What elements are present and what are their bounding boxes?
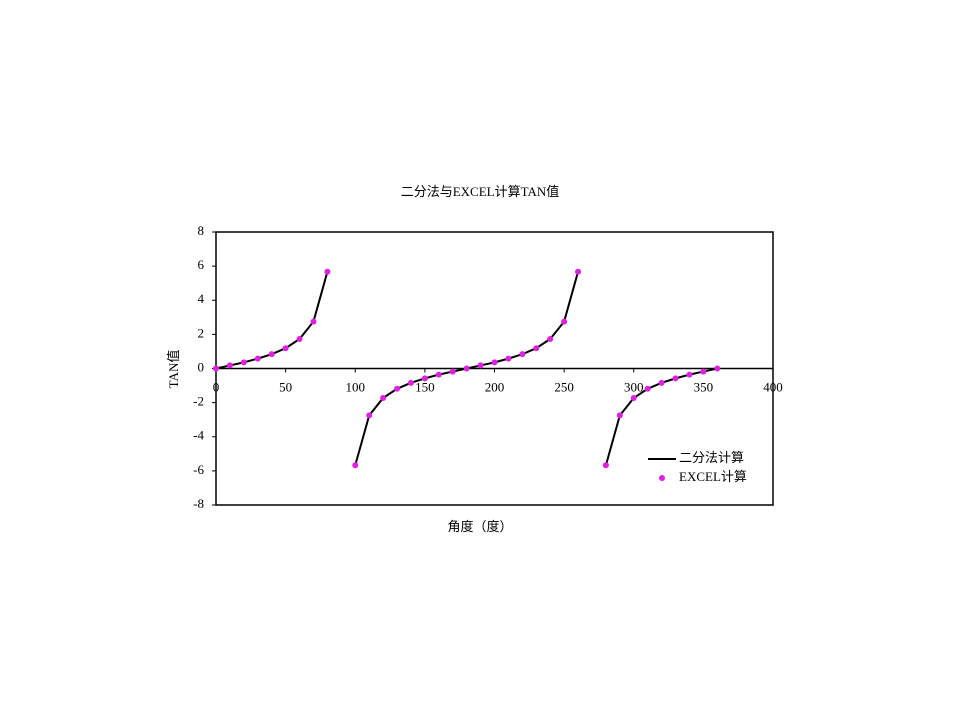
data-point [394, 385, 401, 392]
y-tick-label: 4 [198, 291, 205, 306]
data-point [561, 318, 568, 325]
data-point [449, 368, 456, 375]
y-tick-label: -4 [193, 428, 204, 443]
data-point [226, 362, 233, 369]
data-point [700, 368, 707, 375]
data-point [366, 412, 373, 419]
x-tick-label: 350 [694, 379, 714, 394]
data-point [435, 371, 442, 378]
x-tick-label: 400 [763, 379, 783, 394]
y-tick-label: 8 [198, 223, 205, 238]
data-point [602, 462, 609, 469]
data-point [352, 462, 359, 469]
data-point [282, 345, 289, 352]
data-point [240, 359, 247, 366]
data-point [644, 385, 651, 392]
data-point [575, 268, 582, 275]
data-point [296, 335, 303, 342]
data-point [672, 375, 679, 382]
data-point [616, 412, 623, 419]
legend-marker [659, 475, 665, 481]
data-point [254, 355, 261, 362]
data-point [505, 355, 512, 362]
data-point [380, 395, 387, 402]
data-point [519, 351, 526, 358]
x-tick-label: 300 [624, 379, 644, 394]
y-axis-label: TAN值 [166, 350, 181, 389]
y-tick-label: -2 [193, 394, 204, 409]
y-tick-label: -8 [193, 496, 204, 511]
data-point [533, 345, 540, 352]
data-point [463, 365, 470, 372]
legend-label: 二分法计算 [679, 450, 744, 465]
x-tick-label: 150 [415, 379, 435, 394]
data-point [477, 362, 484, 369]
y-tick-label: 6 [198, 257, 205, 272]
data-point [491, 359, 498, 366]
y-tick-label: -6 [193, 462, 204, 477]
y-tick-label: 2 [198, 325, 205, 340]
data-point [268, 351, 275, 358]
data-point [686, 371, 693, 378]
data-point [324, 268, 331, 275]
data-point [547, 335, 554, 342]
x-tick-label: 50 [279, 379, 292, 394]
x-tick-label: 250 [554, 379, 574, 394]
x-tick-label: 200 [485, 379, 505, 394]
data-point [421, 375, 428, 382]
data-point [714, 365, 721, 372]
y-tick-label: 0 [198, 359, 205, 374]
chart-title: 二分法与EXCEL计算TAN值 [401, 184, 560, 199]
x-tick-label: 100 [346, 379, 366, 394]
data-point [310, 318, 317, 325]
data-point [630, 395, 637, 402]
data-point [658, 379, 665, 386]
data-point [407, 379, 414, 386]
data-point [213, 365, 219, 372]
x-tick-label: 0 [213, 379, 220, 394]
x-axis-label: 角度（度） [447, 519, 512, 534]
legend-label: EXCEL计算 [679, 469, 747, 484]
